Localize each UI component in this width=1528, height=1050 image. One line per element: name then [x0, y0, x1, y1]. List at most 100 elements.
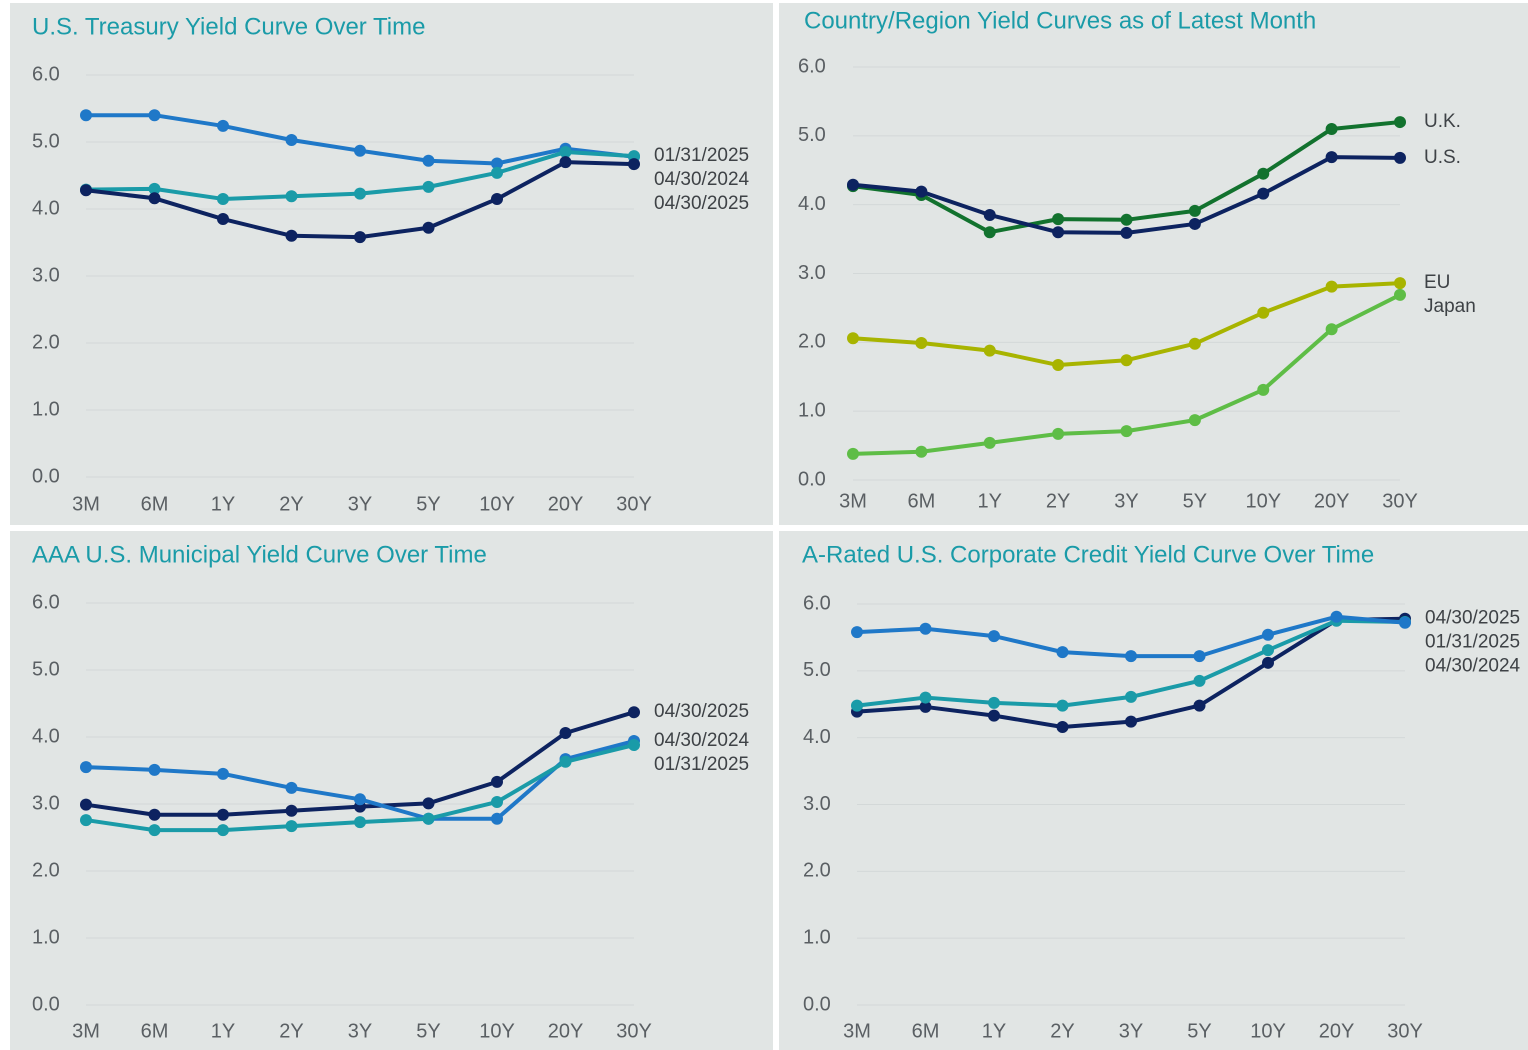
- y-tick-label: 0.0: [803, 993, 831, 1015]
- data-point: [1125, 690, 1137, 703]
- data-point: [628, 158, 640, 171]
- x-tick-label: 30Y: [616, 493, 652, 515]
- data-point: [217, 119, 229, 132]
- data-point: [354, 144, 366, 157]
- data-point: [285, 781, 298, 794]
- data-point: [983, 226, 996, 239]
- data-point: [559, 755, 572, 768]
- y-tick-label: 0.0: [32, 993, 60, 1015]
- data-point: [148, 808, 161, 821]
- data-point: [1120, 213, 1133, 226]
- data-point: [491, 795, 503, 808]
- x-tick-label: 1Y: [982, 1020, 1006, 1042]
- data-point: [847, 332, 859, 345]
- data-point: [285, 804, 298, 817]
- x-tick-label: 30Y: [616, 1020, 652, 1042]
- y-tick-label: 3.0: [32, 792, 60, 814]
- data-point: [217, 213, 229, 226]
- data-point: [491, 157, 503, 170]
- x-tick-label: 5Y: [416, 1020, 440, 1042]
- data-point: [80, 109, 92, 122]
- x-tick-label: 20Y: [1314, 490, 1350, 512]
- data-point: [1125, 650, 1137, 663]
- data-point: [628, 706, 640, 719]
- data-point: [847, 178, 859, 191]
- x-tick-label: 10Y: [1250, 1020, 1286, 1042]
- legend-label: 01/31/2025: [654, 754, 749, 775]
- x-tick-label: 3M: [72, 1020, 100, 1042]
- data-point: [915, 337, 928, 350]
- data-point: [1193, 699, 1206, 712]
- x-tick-label: 3Y: [348, 493, 372, 515]
- data-point: [217, 808, 229, 821]
- data-point: [915, 445, 928, 458]
- x-tick-label: 2Y: [279, 493, 303, 515]
- y-tick-label: 6.0: [803, 592, 831, 614]
- data-point: [422, 180, 435, 193]
- data-point: [148, 824, 161, 837]
- x-tick-label: 2Y: [1046, 490, 1070, 512]
- data-point: [983, 208, 996, 221]
- data-point: [491, 166, 503, 179]
- x-tick-label: 3Y: [1114, 490, 1138, 512]
- legend-label: 04/30/2025: [654, 701, 749, 722]
- chart-title: A-Rated U.S. Corporate Credit Yield Curv…: [802, 541, 1374, 568]
- panel: [10, 531, 773, 1050]
- y-tick-label: 2.0: [32, 859, 60, 881]
- chart-title: AAA U.S. Municipal Yield Curve Over Time: [32, 541, 487, 568]
- data-point: [1325, 323, 1338, 336]
- data-point: [1262, 656, 1274, 669]
- y-tick-label: 1.0: [798, 399, 826, 421]
- data-point: [354, 816, 366, 829]
- data-point: [1330, 610, 1343, 623]
- data-point: [1394, 277, 1406, 290]
- y-tick-label: 4.0: [32, 725, 60, 747]
- data-point: [1056, 720, 1069, 733]
- data-point: [422, 812, 435, 825]
- panel: [779, 3, 1528, 525]
- data-point: [285, 133, 298, 146]
- x-tick-label: 10Y: [479, 1020, 515, 1042]
- data-point: [1257, 383, 1270, 396]
- legend-label: 04/30/2024: [1425, 656, 1521, 677]
- data-point: [1257, 187, 1270, 200]
- x-tick-label: 10Y: [1245, 490, 1281, 512]
- data-point: [148, 182, 161, 195]
- data-point: [80, 761, 92, 774]
- data-point: [559, 156, 572, 169]
- y-tick-label: 3.0: [803, 793, 831, 815]
- data-point: [1262, 628, 1274, 641]
- x-tick-label: 3Y: [348, 1020, 372, 1042]
- panel: [779, 531, 1528, 1050]
- data-point: [422, 797, 435, 810]
- x-tick-label: 2Y: [279, 1020, 303, 1042]
- data-point: [354, 187, 366, 200]
- data-point: [1325, 280, 1338, 293]
- y-tick-label: 0.0: [798, 468, 826, 490]
- y-tick-label: 5.0: [803, 659, 831, 681]
- legend-label: 04/30/2025: [654, 193, 749, 214]
- data-point: [285, 229, 298, 242]
- y-tick-label: 2.0: [803, 860, 831, 882]
- data-point: [1120, 354, 1133, 367]
- y-tick-label: 3.0: [798, 262, 826, 284]
- data-point: [491, 775, 503, 788]
- y-tick-label: 1.0: [32, 398, 60, 420]
- data-point: [988, 630, 1000, 643]
- x-tick-label: 5Y: [1183, 490, 1207, 512]
- y-tick-label: 2.0: [32, 331, 60, 353]
- x-tick-label: 3M: [72, 493, 100, 515]
- legend-label: U.S.: [1424, 147, 1461, 168]
- data-point: [1188, 414, 1201, 427]
- data-point: [1394, 151, 1406, 164]
- data-point: [919, 622, 932, 635]
- data-point: [983, 344, 996, 357]
- data-point: [217, 767, 229, 780]
- data-point: [1188, 337, 1201, 350]
- legend-label: 04/30/2024: [654, 730, 750, 751]
- data-point: [1188, 217, 1201, 230]
- chart-title: Country/Region Yield Curves as of Latest…: [804, 7, 1316, 34]
- data-point: [919, 691, 932, 704]
- data-point: [1394, 116, 1406, 129]
